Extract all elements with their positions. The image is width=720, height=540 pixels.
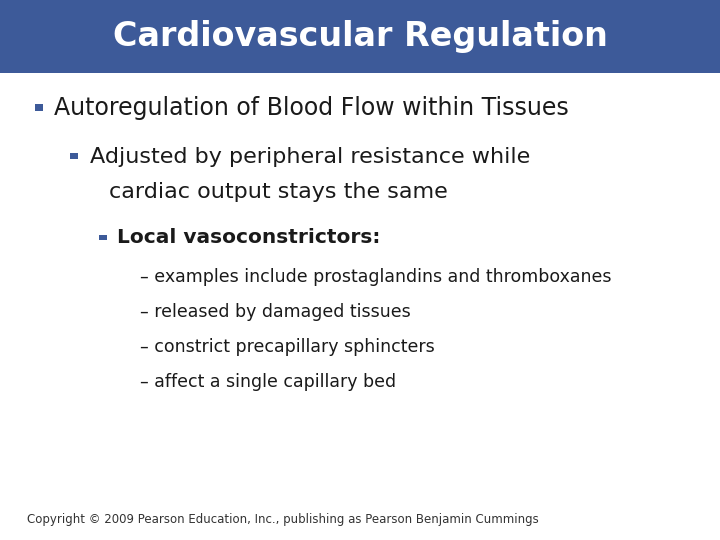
- Text: Cardiovascular Regulation: Cardiovascular Regulation: [112, 20, 608, 53]
- Bar: [0, 0, 720, 73]
- Text: – constrict precapillary sphincters: – constrict precapillary sphincters: [140, 338, 435, 356]
- Bar: [35, 104, 43, 111]
- Bar: [70, 153, 78, 159]
- Text: Adjusted by peripheral resistance while: Adjusted by peripheral resistance while: [90, 146, 530, 167]
- Bar: [99, 234, 107, 240]
- Text: – affect a single capillary bed: – affect a single capillary bed: [140, 373, 397, 392]
- Text: – examples include prostaglandins and thromboxanes: – examples include prostaglandins and th…: [140, 268, 612, 286]
- Text: Local vasoconstrictors:: Local vasoconstrictors:: [117, 228, 381, 247]
- Text: Copyright © 2009 Pearson Education, Inc., publishing as Pearson Benjamin Cumming: Copyright © 2009 Pearson Education, Inc.…: [27, 513, 539, 526]
- Text: – released by damaged tissues: – released by damaged tissues: [140, 303, 411, 321]
- Text: cardiac output stays the same: cardiac output stays the same: [109, 181, 448, 202]
- Text: Autoregulation of Blood Flow within Tissues: Autoregulation of Blood Flow within Tiss…: [54, 96, 569, 120]
